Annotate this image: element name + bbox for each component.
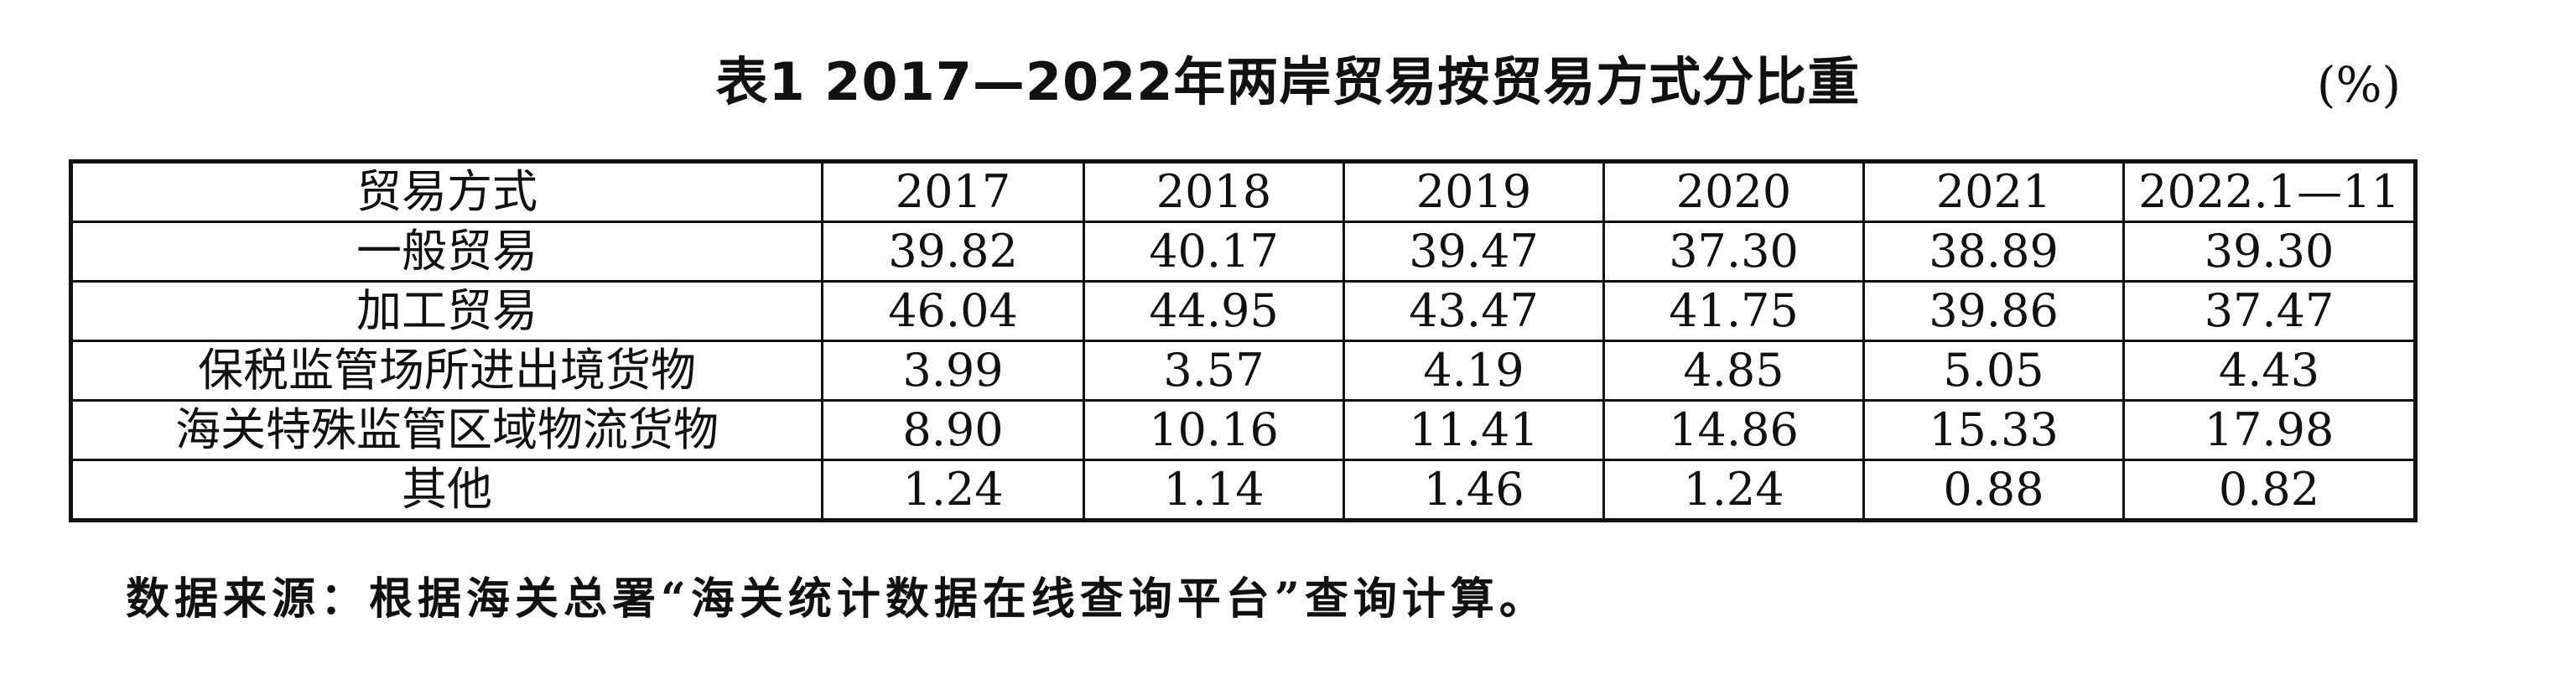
table-cell: 43.47 (1343, 280, 1605, 342)
header-trade-mode: 贸易方式 (70, 160, 823, 223)
header-year: 2021 (1862, 160, 2125, 223)
table-cell: 3.57 (1083, 340, 1345, 402)
table-cell: 44.95 (1083, 280, 1345, 342)
header-year: 2022.1—11 (2122, 160, 2417, 223)
table-cell: 1.46 (1343, 459, 1605, 522)
table-cell: 10.16 (1083, 399, 1345, 461)
table-row: 海关特殊监管区域物流货物 8.90 10.16 11.41 14.86 15.3… (70, 399, 2417, 461)
table-cell: 39.30 (2122, 221, 2417, 283)
trade-share-table: 贸易方式 2017 2018 2019 2020 2021 2022.1—11 … (69, 159, 2418, 522)
header-year: 2018 (1083, 160, 1345, 223)
table-row: 其他 1.24 1.14 1.46 1.24 0.88 0.82 (70, 459, 2417, 522)
source-note: 数据来源：根据海关总署“海关统计数据在线查询平台”查询计算。 (126, 574, 1548, 625)
table-cell: 0.82 (2122, 459, 2417, 522)
table-cell: 37.47 (2122, 280, 2417, 342)
table-cell: 46.04 (821, 280, 1085, 342)
table-cell: 41.75 (1602, 280, 1865, 342)
row-label: 海关特殊监管区域物流货物 (70, 399, 823, 461)
table-cell: 4.43 (2122, 340, 2417, 402)
row-label: 一般贸易 (70, 221, 823, 283)
table-cell: 4.85 (1602, 340, 1865, 402)
table-cell: 38.89 (1862, 221, 2125, 283)
table-row: 一般贸易 39.82 40.17 39.47 37.30 38.89 39.30 (70, 221, 2417, 283)
table-cell: 14.86 (1602, 399, 1865, 461)
table-cell: 5.05 (1862, 340, 2125, 402)
table-title: 表1 2017—2022年两岸贸易按贸易方式分比重 (715, 51, 1861, 112)
unit-label: (%) (2316, 56, 2402, 113)
header-year: 2017 (821, 160, 1085, 223)
table-cell: 15.33 (1862, 399, 2125, 461)
table-cell: 39.86 (1862, 280, 2125, 342)
table-cell: 8.90 (821, 399, 1085, 461)
table-cell: 39.82 (821, 221, 1085, 283)
table-cell: 39.47 (1343, 221, 1605, 283)
header-year: 2019 (1343, 160, 1605, 223)
table-cell: 17.98 (2122, 399, 2417, 461)
table-cell: 0.88 (1862, 459, 2125, 522)
table-cell: 1.14 (1083, 459, 1345, 522)
table-row: 保税监管场所进出境货物 3.99 3.57 4.19 4.85 5.05 4.4… (70, 340, 2417, 402)
table-cell: 3.99 (821, 340, 1085, 402)
row-label: 其他 (70, 459, 823, 522)
table-cell: 1.24 (1602, 459, 1865, 522)
row-label: 保税监管场所进出境货物 (70, 340, 823, 402)
table-cell: 1.24 (821, 459, 1085, 522)
table-cell: 4.19 (1343, 340, 1605, 402)
row-label: 加工贸易 (70, 280, 823, 342)
table-header-row: 贸易方式 2017 2018 2019 2020 2021 2022.1—11 (70, 160, 2417, 223)
header-year: 2020 (1602, 160, 1865, 223)
table-cell: 37.30 (1602, 221, 1865, 283)
table-row: 加工贸易 46.04 44.95 43.47 41.75 39.86 37.47 (70, 280, 2417, 342)
table-cell: 11.41 (1343, 399, 1605, 461)
table-cell: 40.17 (1083, 221, 1345, 283)
